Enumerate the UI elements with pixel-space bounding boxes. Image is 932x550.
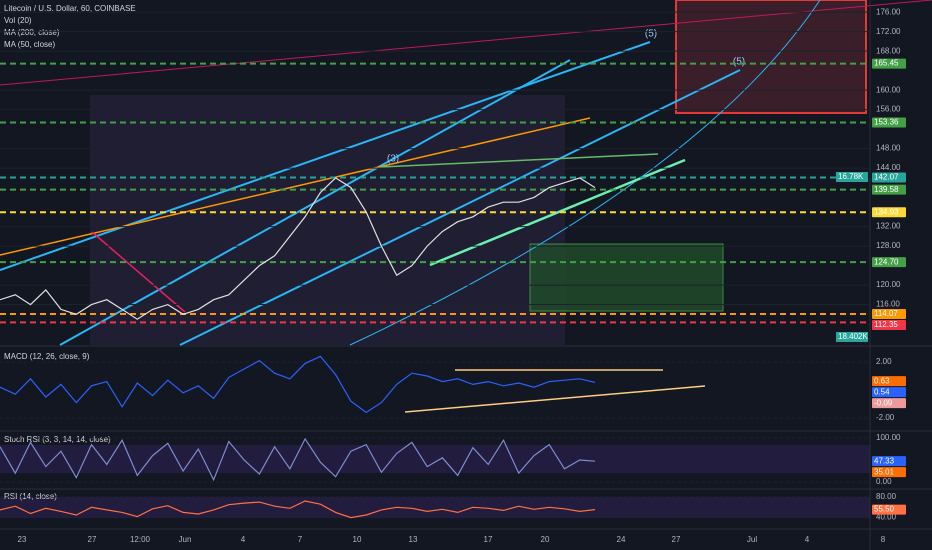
price-badge [872,456,906,467]
price-badge [872,207,906,218]
price-badge-label: 153.36 [874,118,899,127]
pane-title: MACD (12, 26, close, 9) [4,352,90,361]
price-badge-label: 55.50 [874,505,895,514]
x-tick-label: 20 [541,535,550,544]
trend-line [91,231,186,313]
y-tick-label: 128.00 [876,241,901,250]
x-tick-label: Jun [179,535,192,544]
y-tick-label: 172.00 [876,27,901,36]
price-badge [872,467,906,478]
price-badge [872,398,906,409]
price-badge-label: -0.09 [874,398,893,407]
series-line [0,437,596,482]
y-tick-label: 156.00 [876,105,901,114]
price-badge-label: 124.70 [874,257,899,266]
y-tick-label: 120.00 [876,280,901,289]
y-tick-label: 144.00 [876,163,901,172]
series-line [0,177,596,320]
symbol-title: Litecoin / U.S. Dollar, 60, COINBASE [4,4,136,13]
y-tick-label: 160.00 [876,85,901,94]
y-tick-label: 40.00 [876,513,897,522]
indicator-label: MA (200, close) [4,28,60,37]
price-badge [872,117,906,128]
zone [90,95,565,345]
trend-line [0,0,932,86]
volume-badge [836,332,868,342]
volume-badge [836,172,868,182]
x-tick-label: Jul [747,535,757,544]
y-tick-label: -2.00 [876,413,895,422]
wave-label: (5) [645,29,657,40]
price-badge [872,504,906,515]
target-box [675,0,867,114]
channel-line [179,69,741,346]
price-badge-label: 114.07 [874,309,898,318]
y-tick-label: 132.00 [876,222,901,231]
wave-label: (5) [733,57,745,68]
x-tick-label: 27 [88,535,97,544]
price-badge-label: 47.33 [874,456,895,465]
band [0,497,870,518]
indicator-label: MA (50, close) [4,40,55,49]
trend-line [404,385,706,413]
wave-label: (3) [387,154,399,165]
price-badge [872,257,906,268]
y-tick-label: 80.00 [876,492,897,501]
volume-badge-label: 18.402K [838,332,868,341]
price-badge-label: 0.63 [874,376,890,385]
x-tick-label: 23 [18,535,27,544]
x-tick-label: 27 [672,535,681,544]
x-tick-label: 4 [805,535,810,544]
x-tick-label: 4 [241,535,246,544]
x-tick-label: 7 [298,535,303,544]
y-tick-label: 148.00 [876,144,901,153]
range-box [529,243,724,312]
price-badge [872,184,906,195]
y-tick-label: 176.00 [876,7,901,16]
y-tick-label: 100.00 [876,433,901,442]
x-tick-label: 10 [353,535,362,544]
x-tick-label: 8 [881,535,886,544]
y-tick-label: 0.00 [876,477,892,486]
pane-title: Stoch RSI (3, 3, 14, 14, close) [4,435,111,444]
band [0,445,870,473]
price-badge-label: 165.45 [874,59,899,68]
price-badge-label: 112.35 [874,320,898,329]
x-tick-label: 13 [409,535,418,544]
channel-line [0,41,651,271]
price-badge [872,172,906,183]
x-tick-label: 12:00 [130,535,151,544]
trend-line [0,117,591,256]
price-badge-label: 35.01 [874,467,895,476]
series-line [0,355,596,414]
price-badge-label: 142.07 [874,173,899,182]
indicator-label: Vol (20) [4,16,32,25]
y-tick-label: 116.00 [876,300,900,309]
y-tick-label: 2.00 [876,357,892,366]
price-badge [872,308,906,319]
volume-badge-label: 16.78K [838,172,864,181]
series-line [0,500,596,519]
price-badge [872,387,906,398]
channel-line [59,59,571,346]
price-badge-label: 139.58 [874,185,899,194]
trend-line [379,153,659,168]
price-badge [872,58,906,69]
y-tick-label: 168.00 [876,46,901,55]
price-badge [872,376,906,387]
price-badge-label: 0.54 [874,387,890,396]
x-tick-label: 17 [484,535,493,544]
price-badge-label: 134.93 [874,207,899,216]
price-badge [872,319,906,330]
x-tick-label: 24 [617,535,626,544]
